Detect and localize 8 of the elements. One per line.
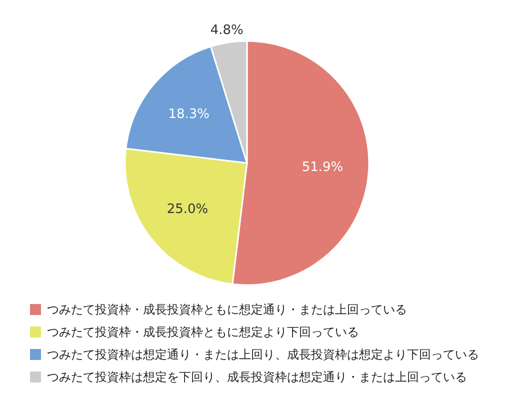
data-label: 18.3% xyxy=(168,107,210,122)
legend-label: つみたて投資枠は想定通り・または上回り、成長投資枠は想定より下回っている xyxy=(47,348,479,362)
data-label: 4.8% xyxy=(210,23,244,38)
legend-label: つみたて投資枠は想定を下回り、成長投資枠は想定通り・または上回っている xyxy=(47,370,467,384)
data-label: 51.9% xyxy=(302,160,344,176)
legend-label: つみたて投資枠・成長投資枠ともに想定通り・または上回っている xyxy=(47,302,407,316)
legend-label: つみたて投資枠・成長投資枠ともに想定より下回っている xyxy=(47,325,359,339)
data-label: 25.0% xyxy=(166,202,208,218)
